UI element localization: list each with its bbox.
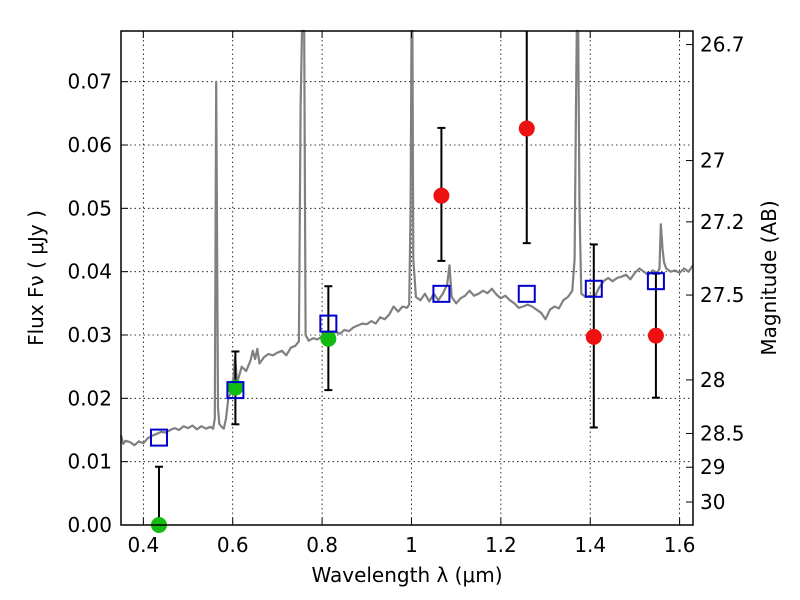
axis-ticks: 0.4 0.6 0.8 1 1.2 1.4 1.6 0.00 0.01 0.02 0.03 0.04 0… [67, 31, 745, 557]
x-tick-label: 0.6 [217, 533, 249, 557]
y-tick-label: 0.03 [67, 323, 112, 347]
right-tick-label: 28 [700, 368, 725, 392]
y-tick-label: 0.05 [67, 196, 112, 220]
y-axis-label: Flux Fν ( μJy ) [24, 210, 48, 346]
right-tick-label: 27.2 [700, 210, 745, 234]
model-spectrum-line [119, 29, 694, 447]
model-band-square [584, 279, 603, 298]
red-data-point [518, 120, 535, 137]
right-tick-label: 28.5 [700, 421, 745, 445]
y-tick-label: 0.06 [67, 133, 112, 157]
right-tick-label: 27.5 [700, 283, 745, 307]
green-data-point [320, 330, 337, 347]
right-tick-label: 27 [700, 149, 725, 173]
model-band-square [517, 284, 536, 303]
red-data-point [433, 187, 450, 204]
right-tick-label: 26.7 [700, 33, 745, 57]
y-tick-label: 0.02 [67, 386, 112, 410]
right-tick-label: 30 [700, 490, 725, 514]
green-data-point [227, 379, 244, 396]
model-band-square [432, 284, 451, 303]
y-tick-label: 0.01 [67, 450, 112, 474]
x-tick-label: 0.4 [127, 533, 159, 557]
red-data-point [647, 327, 664, 344]
model-band-square [319, 314, 338, 333]
red-data-point [585, 328, 602, 345]
right-tick-label: 29 [700, 455, 725, 479]
model-band-square [646, 272, 665, 291]
y-tick-label: 0.04 [67, 260, 112, 284]
x-axis-label: Wavelength λ (μm) [311, 563, 502, 587]
x-tick-label: 1.4 [574, 533, 606, 557]
y-tick-label: 0.00 [67, 513, 112, 537]
x-tick-label: 1.2 [485, 533, 517, 557]
plot-frame [120, 30, 694, 526]
y-tick-label: 0.07 [67, 70, 112, 94]
x-tick-label: 1 [405, 533, 418, 557]
x-tick-label: 1.6 [664, 533, 696, 557]
model-band-square [149, 428, 168, 447]
plot-area [119, 29, 694, 533]
x-tick-label: 0.8 [306, 533, 338, 557]
model-band-square [226, 381, 245, 400]
right-axis-label: Magnitude (AB) [757, 200, 781, 355]
